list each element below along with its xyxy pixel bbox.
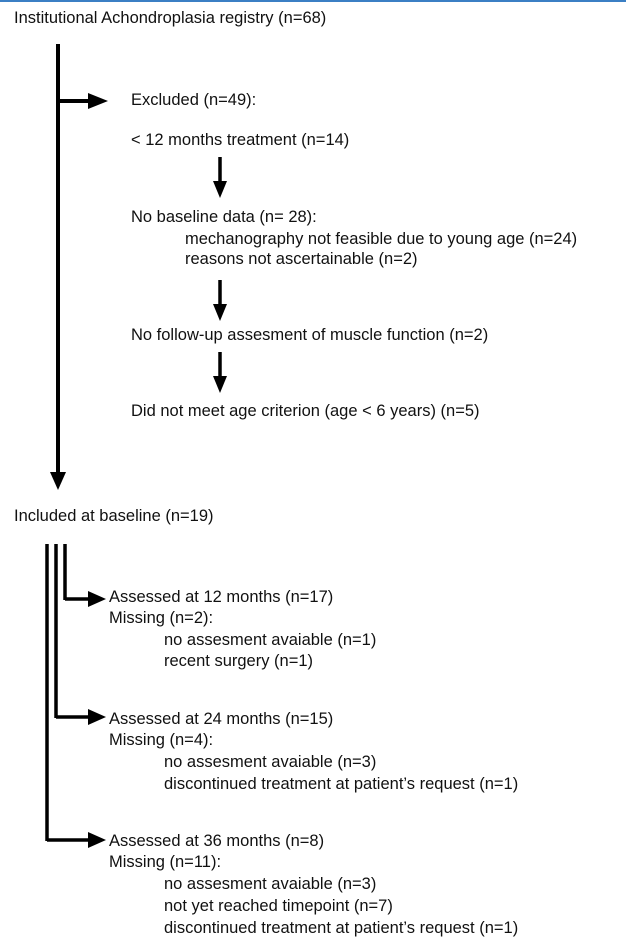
missing-24-reason: no assesment avaiable (n=3) [164, 753, 377, 771]
top-rule [0, 0, 626, 2]
exclusion-reason-young-age: mechanography not feasible due to young … [185, 230, 578, 248]
down-arrowhead-step2 [213, 304, 227, 321]
missing-24-reason: discontinued treatment at patient’s requ… [164, 775, 519, 793]
exclusion-step-treatment: < 12 months treatment (n=14) [131, 131, 350, 149]
registry-label: Institutional Achondroplasia registry (n… [14, 9, 327, 27]
missing-12-label: Missing (n=2): [109, 609, 214, 627]
right-arrowhead-excluded [88, 93, 108, 109]
assessed-12-label: Assessed at 12 months (n=17) [109, 588, 334, 606]
included-label: Included at baseline (n=19) [14, 507, 214, 525]
assessed-24-label: Assessed at 24 months (n=15) [109, 710, 334, 728]
down-arrowhead-step3 [213, 376, 227, 393]
missing-36-label: Missing (n=11): [109, 853, 222, 871]
missing-12-reason: no assesment avaiable (n=1) [164, 631, 377, 649]
right-arrowhead-24m [88, 709, 106, 725]
assessed-36-label: Assessed at 36 months (n=8) [109, 832, 325, 850]
exclusion-step-age: Did not meet age criterion (age < 6 year… [131, 402, 480, 420]
missing-24-label: Missing (n=4): [109, 731, 214, 749]
missing-12-reason: recent surgery (n=1) [164, 652, 314, 670]
missing-36-reason: discontinued treatment at patient’s requ… [164, 919, 519, 937]
exclusion-step-baseline: No baseline data (n= 28): [131, 208, 317, 226]
exclusion-reason-unascertainable: reasons not ascertainable (n=2) [185, 250, 418, 268]
missing-36-reason: no assesment avaiable (n=3) [164, 875, 377, 893]
down-arrowhead-included [50, 472, 66, 490]
excluded-title: Excluded (n=49): [131, 91, 257, 109]
right-arrowhead-12m [88, 591, 106, 607]
exclusion-step-followup: No follow-up assesment of muscle functio… [131, 326, 489, 344]
right-arrowhead-36m [88, 832, 106, 848]
down-arrowhead-step1 [213, 181, 227, 198]
missing-36-reason: not yet reached timepoint (n=7) [164, 897, 393, 915]
